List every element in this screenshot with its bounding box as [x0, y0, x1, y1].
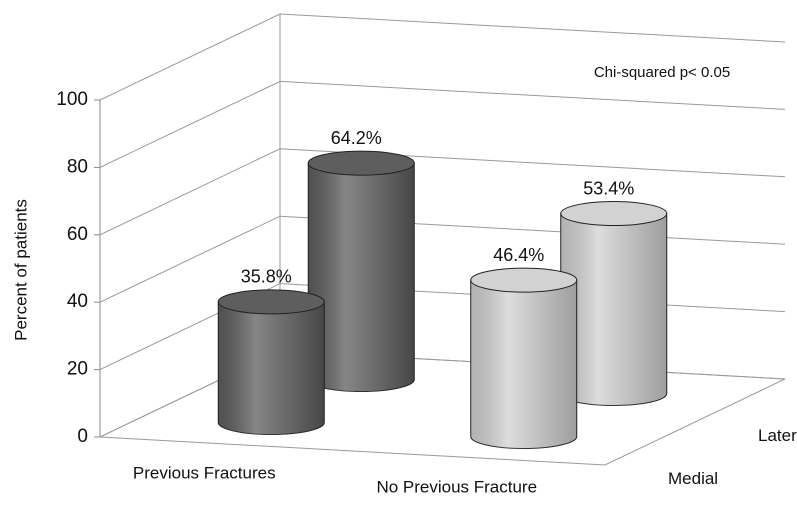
cylinder-top	[307, 150, 415, 176]
y-tick-label: 60	[67, 224, 88, 245]
grid-line	[99, 350, 786, 438]
grid-line	[99, 80, 786, 168]
cylinder-shade	[308, 163, 415, 392]
floor	[99, 350, 786, 466]
depth-label: Medial	[668, 469, 718, 488]
x-tick-label: Previous Fractures	[133, 463, 276, 482]
y-tick-label: 80	[67, 156, 88, 177]
grid-line	[99, 283, 786, 371]
annotation: Chi-squared p< 0.05	[594, 64, 730, 81]
value-label: 46.4%	[493, 245, 544, 265]
y-tick-label: 20	[67, 359, 88, 380]
depth-label: Lateral	[758, 426, 797, 445]
grid-line	[99, 215, 786, 303]
y-tick-label: 0	[77, 426, 88, 447]
cylinder-shade	[560, 213, 667, 406]
value-label: 64.2%	[331, 128, 382, 148]
value-label: 35.8%	[241, 267, 292, 287]
y-tick-label: 100	[56, 89, 88, 110]
cylinder-top	[560, 201, 668, 227]
cylinder-shade	[470, 280, 577, 449]
y-tick-label: 40	[67, 291, 88, 312]
cylinder-top	[217, 289, 325, 315]
cylinder-top	[470, 267, 578, 293]
x-tick-label: No Previous Fracture	[376, 477, 537, 496]
value-label: 53.4%	[583, 178, 634, 198]
cylinder-shade	[218, 301, 325, 435]
grid-line	[99, 13, 786, 101]
grid-line	[99, 148, 786, 236]
y-axis-label: Percent of patients	[11, 199, 30, 341]
